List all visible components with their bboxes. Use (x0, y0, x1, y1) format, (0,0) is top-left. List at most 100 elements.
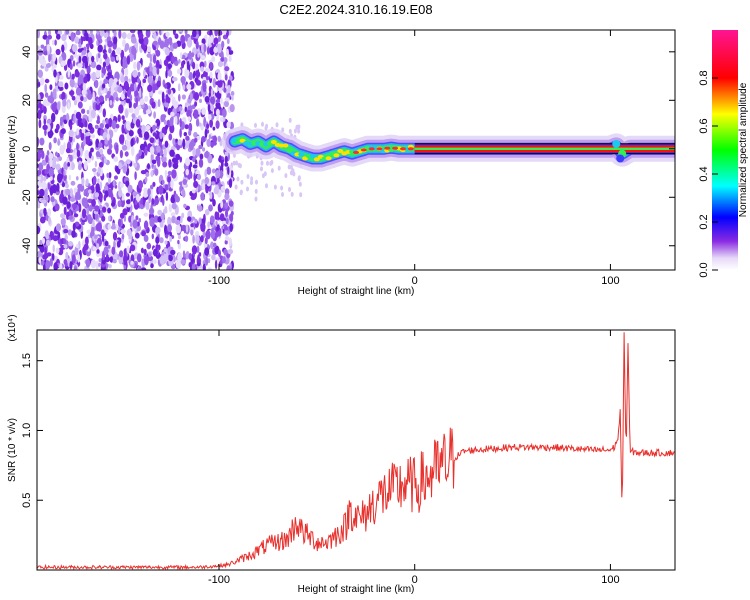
heat-cell (65, 251, 69, 261)
heat-cell (129, 221, 133, 227)
heat-cell (59, 75, 64, 80)
heat-cell (89, 30, 93, 36)
spectrogram-panel: -100 0 100 -40 -20 0 20 40 Height of straight … (7, 29, 676, 297)
heat-cell (137, 71, 141, 77)
heat-cell (92, 246, 97, 251)
heat-cell (195, 40, 199, 50)
heat-cell (217, 79, 223, 88)
heat-cell (45, 234, 49, 240)
heat-cell (51, 112, 56, 123)
heat-cell (56, 101, 61, 111)
heat-cell (48, 95, 55, 104)
heat-cell (186, 174, 192, 179)
heat-cell (80, 96, 84, 102)
heat-cell (106, 172, 110, 178)
heat-cell (224, 236, 230, 241)
heat-cell (150, 263, 154, 269)
heat-cell (181, 188, 186, 198)
heat-cell (195, 70, 201, 78)
heat-cell (204, 176, 210, 185)
heat-cell (103, 78, 109, 84)
heat-cell (120, 49, 125, 60)
heat-cell (55, 163, 61, 171)
colorbar: 0.0 0.2 0.4 0.6 0.8 Normalized spectral ampl… (698, 30, 749, 278)
heat-cell (216, 211, 220, 221)
heat-cell (196, 173, 202, 181)
heat-cell (144, 95, 149, 103)
heat-cell (140, 57, 143, 66)
heat-cell (97, 44, 103, 53)
heat-cell (85, 267, 91, 270)
heat-cell (142, 69, 146, 78)
heat-cell (97, 178, 100, 185)
heat-cell (158, 185, 164, 195)
heat-cell (190, 195, 196, 200)
heat-cell (195, 63, 199, 71)
heat-cell (86, 109, 90, 115)
heat-cell (63, 142, 66, 151)
heat-cell (219, 213, 225, 222)
heat-cell (224, 239, 228, 245)
heat-cell (171, 202, 177, 210)
heat-cell (140, 170, 147, 175)
heat-cell (53, 101, 58, 111)
heat-cell (44, 169, 48, 175)
heat-cell (104, 30, 107, 33)
heat-cell (164, 240, 168, 245)
heat-cell (224, 74, 228, 81)
heat-cell (224, 97, 230, 102)
heat-cell (222, 108, 227, 118)
heat-cell (223, 248, 228, 256)
heat-cell (212, 126, 216, 131)
heat-cell (210, 141, 214, 148)
heat-cell (44, 92, 49, 98)
heat-cell (174, 33, 179, 39)
heat-cell (612, 139, 621, 148)
heat-cell (77, 183, 83, 190)
heat-cell (149, 146, 155, 155)
heat-cell (71, 161, 75, 171)
heat-cell (88, 37, 93, 46)
heat-cell (37, 190, 40, 196)
heat-cell (161, 91, 165, 102)
heat-cell (52, 235, 59, 242)
heat-cell (221, 30, 227, 35)
heat-cell (171, 215, 176, 224)
heat-cell (125, 109, 129, 119)
heat-cell (135, 215, 139, 221)
heat-cell (91, 71, 97, 82)
heat-cell (170, 249, 176, 256)
heat-cell (78, 240, 81, 250)
heat-cell (217, 61, 224, 68)
heat-cell (150, 170, 154, 178)
heat-cell (156, 157, 161, 167)
heat-cell (126, 228, 132, 237)
heat-cell (165, 191, 169, 201)
heat-cell (122, 90, 126, 95)
heat-cell (173, 100, 179, 109)
heat-cell (215, 120, 220, 129)
heat-cell (176, 68, 182, 75)
heat-cell (210, 103, 213, 112)
colorbar-tick-label: 0.0 (698, 262, 710, 277)
heat-cell (204, 128, 208, 139)
heat-cell (228, 55, 232, 62)
heat-cell (229, 104, 235, 113)
heat-cell (313, 157, 320, 162)
spectrogram-y-ticks: -40 -20 0 20 40 (21, 46, 675, 254)
heat-cell (164, 169, 168, 178)
heat-cell (149, 217, 155, 228)
heat-cell (197, 52, 200, 58)
heat-cell (215, 99, 221, 104)
heat-cell (98, 95, 104, 103)
x-tick-label: 0 (412, 275, 418, 287)
heat-cell (215, 184, 219, 193)
heat-cell (211, 168, 216, 174)
heat-cell (51, 159, 57, 169)
heat-cell (228, 178, 233, 189)
heat-cell (193, 109, 199, 119)
heat-cell (63, 175, 67, 181)
heat-cell (143, 212, 149, 217)
heat-cell (170, 196, 176, 204)
heat-cell (216, 224, 220, 231)
